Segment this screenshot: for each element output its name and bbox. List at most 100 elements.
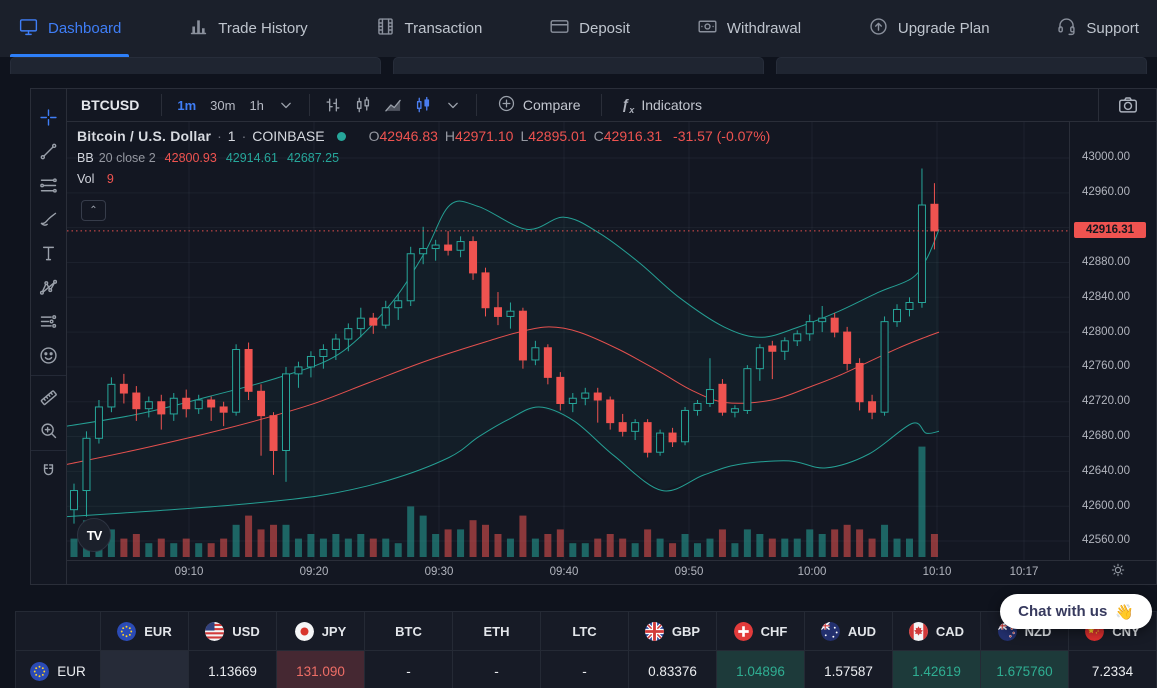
fib-lines-icon [38, 175, 59, 196]
legend-collapse-button[interactable]: ⌃ [81, 200, 106, 222]
time-tick-label: 09:10 [174, 566, 204, 579]
symbol-button[interactable]: BTCUSD [81, 97, 140, 114]
time-tick-label: 09:20 [299, 566, 329, 579]
ca-flag-icon [908, 621, 928, 641]
compare-button[interactable]: Compare [485, 94, 593, 116]
price-tick-label: 42800.00 [1082, 325, 1130, 338]
rate-cell-ETH: - [452, 650, 541, 688]
au-flag-icon [820, 621, 840, 641]
price-tick-label: 42720.00 [1082, 395, 1130, 408]
ohlc-key: O [368, 128, 380, 145]
time-axis[interactable]: 09:10 09:20 09:30 09:40 09:50 10:00 10:10 10:17 [67, 560, 1156, 584]
legend-ohlc: O42946.83 H42971.10 L42895.01 C42916.31 -31… [362, 128, 771, 144]
chat-label: Chat with us [1018, 603, 1108, 620]
currency-code: USD [232, 623, 260, 639]
currency-code: EUR [57, 664, 86, 679]
summary-card [776, 57, 1147, 74]
bb-value: 42914.61 [225, 151, 278, 166]
nav-item-label: Dashboard [48, 20, 122, 37]
crosshair-tool-button[interactable] [35, 103, 63, 131]
time-tick-label: 09:30 [424, 566, 454, 579]
price-tick-label: 42680.00 [1082, 429, 1130, 442]
divider [600, 94, 602, 117]
brush-tool-button[interactable] [35, 205, 63, 233]
banknote-icon [697, 16, 718, 41]
price-tick-label: 42880.00 [1082, 255, 1130, 268]
trend-line-tool-button[interactable] [35, 137, 63, 165]
rate-cell-CAD: 1.42619 [892, 650, 981, 688]
nav-item-label: Upgrade Plan [897, 20, 990, 37]
magnet-tool-button[interactable] [35, 457, 63, 485]
divider [475, 94, 477, 117]
nav-item-transaction[interactable]: Transaction [371, 0, 487, 57]
ohlc-value: 42916.31 [603, 128, 663, 145]
bb-value: 42800.93 [164, 151, 217, 166]
tool-group [31, 97, 66, 375]
rate-cell-CHF: 1.04896 [716, 650, 805, 688]
arrow-up-circle-icon [868, 16, 889, 41]
camera-icon[interactable] [1098, 89, 1156, 122]
rates-header-row: EUR USD JPY BTC ETH LTC GBP CHF AUD CAD NZD CNY [15, 611, 1157, 651]
chat-with-us-button[interactable]: Chat with us 👋 [1000, 594, 1152, 629]
chevron-down-icon[interactable] [273, 93, 299, 117]
ch-flag-icon [733, 621, 753, 641]
time-tick-label: 10:17 [1009, 566, 1039, 579]
zoom-in-tool-button[interactable] [35, 416, 63, 444]
nav-item-deposit[interactable]: Deposit [545, 0, 634, 57]
xabcd-pattern-tool-button[interactable] [35, 273, 63, 301]
fib-lines-tool-button[interactable] [35, 171, 63, 199]
chart-canvas[interactable]: Bitcoin / U.S. Dollar · 1 · COINBASE O42… [67, 122, 1069, 561]
interval-button-1m[interactable]: 1m [177, 97, 197, 113]
sun-icon[interactable] [1110, 562, 1126, 581]
ohlc-value: 42895.01 [528, 128, 587, 145]
market-status-dot [336, 131, 346, 141]
time-tick-label: 09:40 [549, 566, 579, 579]
rates-column-header-USD: USD [188, 611, 277, 651]
indicators-button[interactable]: ƒx Indicators [610, 96, 715, 115]
divider [308, 94, 310, 117]
legend-interval: 1 [227, 128, 236, 145]
ohlc-key: C [593, 128, 604, 145]
nav-item-upgrade-plan[interactable]: Upgrade Plan [864, 0, 994, 57]
area-icon[interactable] [380, 93, 406, 117]
candles-icon[interactable] [350, 93, 376, 117]
currency-code: GBP [671, 623, 701, 639]
nav-item-support[interactable]: Support [1052, 0, 1143, 57]
nav-item-trade-history[interactable]: Trade History [184, 0, 311, 57]
trend-line-icon [38, 141, 59, 162]
us-flag-icon [205, 621, 225, 641]
text-tool-button[interactable] [35, 239, 63, 267]
chevron-down-icon[interactable] [440, 93, 466, 117]
ruler-tool-button[interactable] [35, 382, 63, 410]
rates-row-EUR: EUR 1.13669 131.090- - -0.83376 1.04896 1.5758… [15, 650, 1157, 688]
currency-code: ETH [483, 623, 510, 639]
time-tick-label: 09:50 [674, 566, 704, 579]
divider [161, 94, 163, 117]
rates-column-header-GBP: GBP [628, 611, 717, 651]
text-icon [38, 243, 59, 264]
row-label-EUR: EUR [15, 650, 101, 688]
ohlc-key: H [444, 128, 456, 145]
rates-column-header-BTC: BTC [364, 611, 453, 651]
currency-code: JPY [321, 623, 347, 639]
nav-item-dashboard[interactable]: Dashboard [9, 0, 130, 57]
fx-icon: ƒx [621, 95, 635, 115]
nav-item-withdrawal[interactable]: Withdrawal [693, 0, 805, 57]
price-axis[interactable]: 43000.00 42960.00 42880.00 42840.00 42800.00… [1069, 122, 1156, 577]
zoom-in-icon [38, 420, 59, 441]
emoji-tool-button[interactable] [35, 341, 63, 369]
price-tick-label: 42640.00 [1082, 464, 1130, 477]
hollow-candles-icon[interactable] [410, 93, 436, 117]
long-position-tool-button[interactable] [35, 307, 63, 335]
legend-symbol-name: Bitcoin / U.S. Dollar [77, 128, 212, 145]
bars-icon[interactable] [320, 93, 346, 117]
nav-item-label: Transaction [404, 20, 483, 37]
interval-button-30m[interactable]: 30m [210, 97, 236, 113]
ohlc-value: 42971.10 [455, 128, 514, 145]
rate-cell-GBP: 0.83376 [628, 650, 717, 688]
currency-code: AUD [847, 623, 877, 639]
emoji-icon [38, 345, 59, 366]
tradingview-logo[interactable]: TV [77, 518, 111, 553]
chart-toolbar: BTCUSD 1m 30m 1h Compare ƒx Indicators [67, 89, 1156, 123]
interval-button-1h[interactable]: 1h [249, 97, 264, 113]
